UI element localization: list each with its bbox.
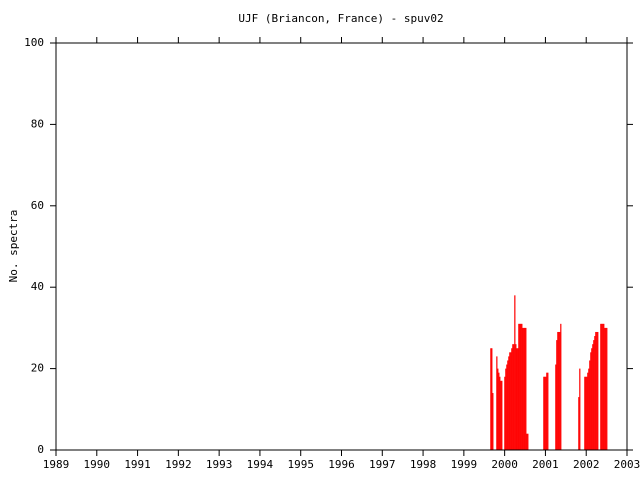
bar	[505, 368, 507, 450]
bar	[556, 340, 558, 450]
bar	[585, 376, 587, 450]
bar	[498, 372, 500, 450]
x-tick-label: 1990	[84, 458, 111, 471]
bar	[519, 323, 521, 450]
bar	[544, 376, 546, 450]
bar	[587, 372, 589, 450]
bar	[547, 372, 549, 450]
y-tick-label: 0	[37, 443, 44, 456]
bar	[490, 348, 492, 450]
bar	[509, 352, 511, 450]
bar	[507, 360, 509, 450]
bar	[512, 344, 514, 450]
bar	[517, 348, 519, 450]
x-tick-label: 2002	[573, 458, 600, 471]
y-tick-label: 80	[31, 117, 44, 130]
bar	[499, 376, 501, 450]
bar	[510, 352, 512, 450]
y-axis-label: No. spectra	[7, 210, 20, 283]
bar	[520, 323, 522, 450]
bar	[606, 327, 608, 450]
bar	[595, 331, 597, 450]
bar	[496, 356, 498, 450]
x-tick-label: 1997	[369, 458, 396, 471]
bar	[524, 327, 526, 450]
bar	[603, 323, 605, 450]
bar	[579, 368, 581, 450]
bar	[589, 360, 591, 450]
y-tick-label: 20	[31, 362, 44, 375]
bar	[508, 356, 510, 450]
x-tick-label: 1993	[206, 458, 233, 471]
bar	[522, 327, 524, 450]
bar	[604, 327, 606, 450]
bar	[555, 364, 557, 450]
bar	[559, 331, 561, 450]
bar	[518, 323, 520, 450]
bar	[605, 327, 607, 450]
bar	[543, 376, 545, 450]
x-tick-label: 1991	[124, 458, 151, 471]
bar	[594, 336, 596, 450]
bar	[588, 368, 590, 450]
bar	[491, 348, 493, 450]
bar	[596, 331, 598, 450]
bar	[501, 380, 503, 450]
bar	[515, 344, 517, 450]
bar	[525, 327, 527, 450]
bar	[590, 352, 592, 450]
bar	[600, 323, 602, 450]
bar	[504, 376, 506, 450]
x-tick-label: 1996	[328, 458, 355, 471]
bar	[521, 323, 523, 450]
y-tick-label: 100	[24, 36, 44, 49]
x-tick-label: 1995	[287, 458, 314, 471]
bar	[546, 372, 548, 450]
bar	[593, 340, 595, 450]
x-tick-label: 2003	[614, 458, 640, 471]
bar	[601, 323, 603, 450]
x-tick-label: 1989	[43, 458, 70, 471]
bar	[513, 344, 515, 450]
bar	[506, 364, 508, 450]
bar	[511, 348, 513, 450]
x-tick-label: 1998	[410, 458, 437, 471]
bar	[523, 327, 525, 450]
bar	[591, 348, 593, 450]
x-tick-label: 2000	[491, 458, 518, 471]
chart-title: UJF (Briancon, France) - spuv02	[238, 12, 443, 25]
bar	[586, 376, 588, 450]
plot-frame	[55, 42, 628, 451]
x-tick-label: 2001	[532, 458, 559, 471]
bar	[516, 348, 518, 450]
bar	[492, 393, 494, 450]
y-tick-label: 40	[31, 280, 44, 293]
bar	[602, 323, 604, 450]
bar	[514, 295, 516, 450]
bar	[597, 331, 599, 450]
x-tick-label: 1994	[247, 458, 274, 471]
bar	[584, 376, 586, 450]
bar	[526, 433, 528, 450]
bar	[558, 331, 560, 450]
bar	[527, 433, 529, 450]
x-tick-label: 1999	[451, 458, 478, 471]
bar	[545, 376, 547, 450]
bar	[592, 344, 594, 450]
bar	[500, 380, 502, 450]
bar	[557, 331, 559, 450]
bar	[497, 368, 499, 450]
bar	[560, 323, 562, 450]
y-tick-label: 60	[31, 199, 44, 212]
x-tick-label: 1992	[165, 458, 192, 471]
bar	[578, 397, 580, 450]
